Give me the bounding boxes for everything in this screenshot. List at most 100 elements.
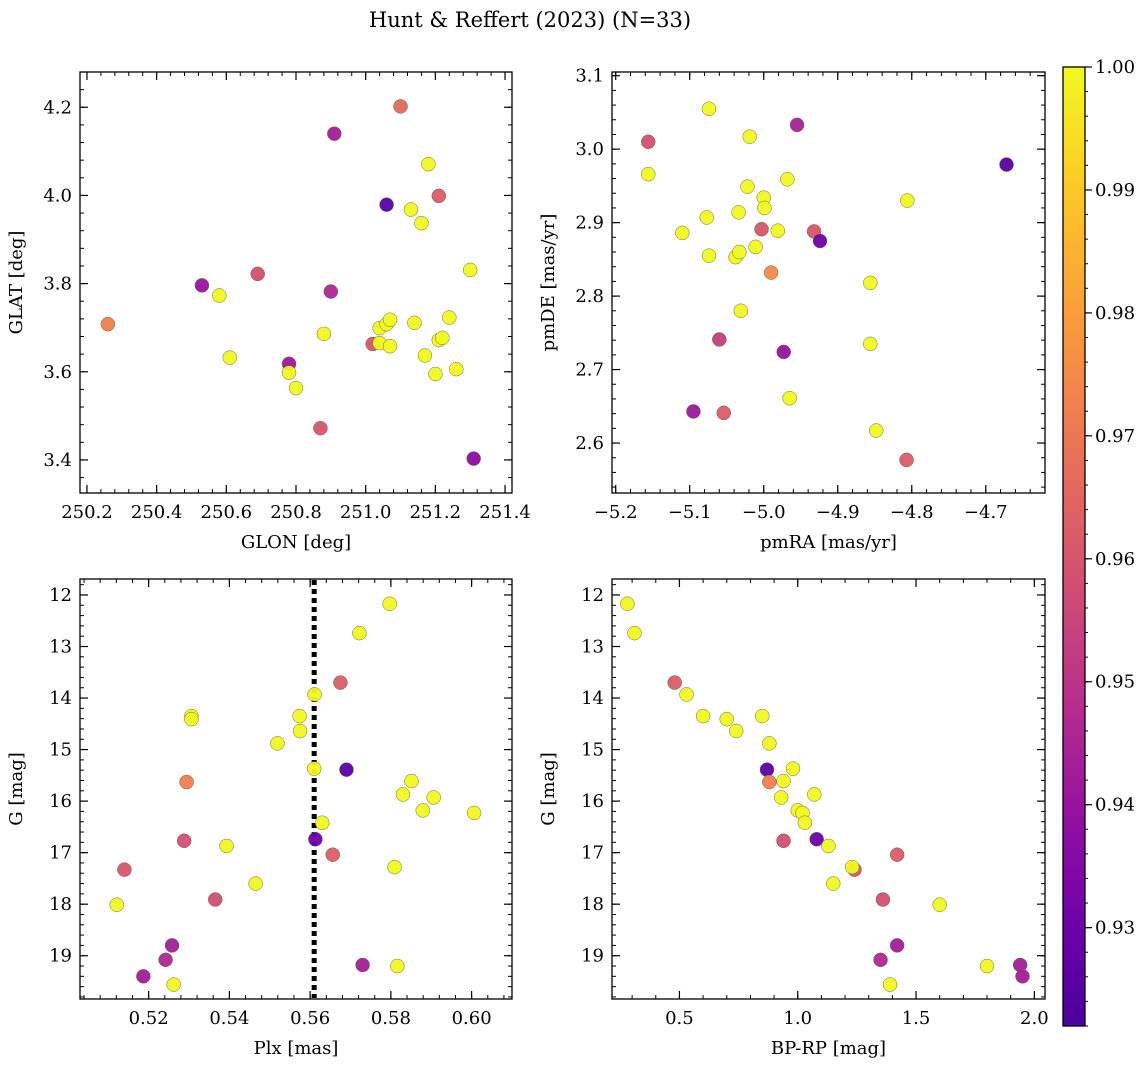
scatter-point xyxy=(248,876,263,891)
scatter-point xyxy=(999,157,1014,172)
scatter-point xyxy=(109,897,124,912)
scatter-point xyxy=(307,687,322,702)
scatter-point xyxy=(428,366,443,382)
x-tick-label: −5.0 xyxy=(742,502,786,523)
scatter-point xyxy=(417,348,433,363)
scatter-point xyxy=(620,596,635,611)
scatter-point xyxy=(789,117,805,133)
scatter-point xyxy=(325,847,340,862)
colorbar-tick-label: 0.98 xyxy=(1095,303,1135,324)
y-tick-label: 4.2 xyxy=(43,97,72,118)
x-tick-label: −4.7 xyxy=(964,502,1008,523)
scatter-point xyxy=(404,773,419,789)
scatter-point xyxy=(782,390,797,406)
scatter-point xyxy=(979,958,995,974)
scatter-point xyxy=(403,202,419,217)
scatter-point xyxy=(740,179,755,194)
scatter-point xyxy=(716,405,732,421)
scatter-point xyxy=(863,336,878,352)
scatter-point xyxy=(759,762,775,777)
axes-frame xyxy=(79,71,513,494)
x-tick-label: −5.2 xyxy=(594,502,638,523)
scatter-point xyxy=(292,723,308,739)
scatter-point xyxy=(393,99,408,114)
scatter-point xyxy=(431,188,447,204)
scatter-point xyxy=(641,134,656,150)
y-tick-label: 17 xyxy=(581,843,604,864)
y-tick-label: 2.7 xyxy=(575,360,604,381)
panel-glon-glat: 250.2 250.4 250.6 250.8 251.0 251.2 251.4 3.4 3.… xyxy=(6,71,531,553)
axes-frame xyxy=(611,71,1046,494)
scatter-point xyxy=(776,773,791,789)
scatter-point xyxy=(641,166,656,182)
x-tick-label: 1.5 xyxy=(902,1008,931,1029)
scatter-point xyxy=(797,815,813,831)
scatter-point xyxy=(701,101,717,116)
scatter-point xyxy=(442,310,457,325)
y-axis-label: pmDE [mas/yr] xyxy=(538,214,559,352)
scatter-point xyxy=(812,233,828,249)
y-tick-label: 15 xyxy=(49,740,72,761)
y-tick-label: 12 xyxy=(49,585,72,606)
figure-title: Hunt & Reffert (2023) (N=33) xyxy=(369,8,691,32)
scatter-point xyxy=(316,326,332,342)
scatter-point xyxy=(719,711,735,727)
scatter-point xyxy=(900,193,915,208)
y-tick-label: 16 xyxy=(581,791,604,812)
scatter-point xyxy=(219,838,234,854)
x-axis-label: GLON [deg] xyxy=(241,532,351,553)
scatter-points xyxy=(641,101,1014,468)
scatter-point xyxy=(1015,969,1030,984)
panels: 250.2 250.4 250.6 250.8 251.0 251.2 251.4 3.4 3.… xyxy=(6,66,1049,1059)
colorbar-tick-label: 0.93 xyxy=(1095,918,1135,939)
panel-pmra-pmde: −5.2 −5.1 −5.0 −4.9 −4.8 −4.7 2.6 2.7 2.8 2.9 3.0 3… xyxy=(538,66,1046,553)
scatter-point xyxy=(773,790,789,805)
scatter-point xyxy=(414,215,429,231)
y-tick-label: 17 xyxy=(49,843,72,864)
scatter-point xyxy=(695,708,711,724)
scatter-point xyxy=(327,126,342,141)
scatter-point xyxy=(270,736,285,751)
scatter-point xyxy=(762,774,777,790)
y-tick-label: 15 xyxy=(581,740,604,761)
scatter-point xyxy=(686,404,701,419)
scatter-point xyxy=(776,344,791,360)
scatter-point xyxy=(158,952,173,968)
x-tick-label: −5.1 xyxy=(668,502,712,523)
scatter-point xyxy=(292,708,307,724)
scatter-point xyxy=(776,833,791,849)
x-tick-label: 0.60 xyxy=(452,1008,492,1029)
x-tick-label: 250.4 xyxy=(131,502,183,523)
x-axis-label: BP-RP [mag] xyxy=(771,1038,886,1059)
scatter-point xyxy=(679,687,694,702)
scatter-point xyxy=(281,365,297,380)
scatter-point xyxy=(164,938,180,953)
scatter-point xyxy=(379,197,394,212)
colorbar-tick-label: 0.95 xyxy=(1095,672,1135,693)
y-tick-label: 2.8 xyxy=(575,286,604,307)
scatter-point xyxy=(627,625,642,641)
colorbar-tick-label: 0.94 xyxy=(1095,795,1135,816)
x-tick-label: 0.52 xyxy=(129,1008,169,1029)
panel-plx-g: 0.52 0.54 0.56 0.58 0.60 12 13 14 15 16 17 18 19 Plx … xyxy=(6,578,513,1059)
scatter-point xyxy=(166,977,181,992)
scatter-point xyxy=(742,129,757,144)
y-tick-label: 2.9 xyxy=(575,213,604,234)
y-tick-label: 14 xyxy=(49,688,72,709)
y-tick-label: 12 xyxy=(581,585,604,606)
x-tick-label: −4.8 xyxy=(890,502,934,523)
scatter-point xyxy=(435,330,450,346)
scatter-point xyxy=(733,303,749,319)
scatter-point xyxy=(323,284,339,299)
scatter-point xyxy=(757,200,772,216)
scatter-point xyxy=(212,288,227,303)
y-tick-label: 18 xyxy=(581,894,604,915)
y-tick-label: 3.4 xyxy=(43,450,72,471)
scatter-point xyxy=(136,969,151,984)
y-tick-label: 4.0 xyxy=(43,185,72,206)
y-tick-label: 3.6 xyxy=(43,362,72,383)
scatter-point xyxy=(415,803,431,818)
x-tick-label: 250.6 xyxy=(201,502,253,523)
scatter-point xyxy=(762,736,777,751)
scatter-point xyxy=(889,938,905,953)
